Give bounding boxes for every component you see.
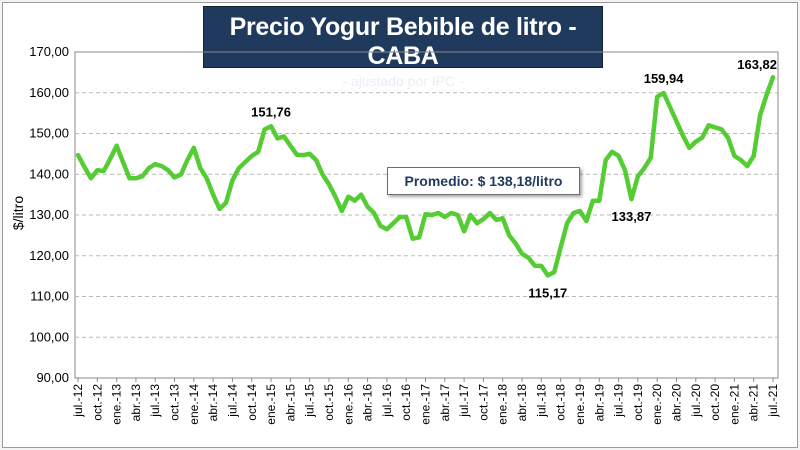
x-tick-label: ene.-15 <box>264 384 278 425</box>
x-tick-label: oct.-14 <box>245 384 259 421</box>
x-tick-label: abr.-15 <box>283 384 297 422</box>
y-tick-label: 140,00 <box>29 166 69 181</box>
y-tick-label: 160,00 <box>29 85 69 100</box>
annotation-labels: 151,76 115,17 133,87 159,94 163,82 <box>251 57 777 300</box>
x-tick-label: jul.-14 <box>225 384 239 418</box>
x-tick-label: oct.-13 <box>168 384 182 421</box>
x-tick-label: abr.-19 <box>592 384 606 422</box>
x-tick-label: oct.-19 <box>631 384 645 421</box>
x-tick-label: jul.-21 <box>766 384 780 418</box>
x-tick-label: abr.-14 <box>206 384 220 422</box>
data-label: 159,94 <box>644 71 685 86</box>
y-tick-labels: 90,00 100,00 110,00 120,00 130,00 140,00 150,0… <box>29 44 69 385</box>
x-tick-label: jul.-16 <box>380 384 394 418</box>
y-tick-label: 110,00 <box>30 289 69 304</box>
x-tick-label: abr.-21 <box>747 384 761 422</box>
y-tick-label: 130,00 <box>29 207 69 222</box>
chart-subtitle: - ajustado por IPC - <box>342 73 464 89</box>
average-label-box: Promedio: $ 138,18/litro <box>387 167 580 195</box>
title-box: Precio Yogur Bebible de litro - CABA - a… <box>203 6 603 89</box>
x-tick-label: ene.-20 <box>650 384 664 425</box>
x-tick-label: ene.-14 <box>187 384 201 425</box>
x-tick-label: jul.-12 <box>71 384 85 418</box>
x-tick-label: ene.-17 <box>419 384 433 425</box>
x-tick-label: oct.-12 <box>90 384 104 421</box>
data-label: 115,17 <box>528 285 567 300</box>
x-tick-label: jul.-15 <box>303 384 317 418</box>
x-tick-label: oct.-20 <box>708 384 722 421</box>
x-tick-label: abr.-17 <box>438 384 452 422</box>
x-tick-label: ene.-16 <box>341 384 355 425</box>
y-tick-label: 170,00 <box>29 44 69 59</box>
data-label: 151,76 <box>251 104 291 119</box>
x-tick-label: abr.-20 <box>669 384 683 422</box>
x-tick-label: jul.-18 <box>534 384 548 418</box>
x-tick-label: jul.-17 <box>457 384 471 418</box>
y-tick-label: 100,00 <box>29 329 69 344</box>
x-tick-label: jul.-20 <box>689 384 703 418</box>
series-line <box>75 74 776 278</box>
x-tick-label: oct.-18 <box>554 384 568 421</box>
data-label: 163,82 <box>737 57 777 72</box>
x-tick-label: jul.-13 <box>148 384 162 418</box>
x-tick-label: ene.-21 <box>727 384 741 425</box>
data-label: 133,87 <box>612 209 652 224</box>
y-tick-label: 120,00 <box>29 248 69 263</box>
x-tick-label: jul.-19 <box>612 384 626 418</box>
x-tick-label: oct.-16 <box>399 384 413 421</box>
x-tick-label: abr.-13 <box>129 384 143 422</box>
x-tick-label: oct.-17 <box>476 384 490 421</box>
y-tick-label: 150,00 <box>29 126 69 141</box>
x-tick-label: oct.-15 <box>322 384 336 421</box>
y-tick-label: 90,00 <box>36 370 69 385</box>
x-tick-label: ene.-13 <box>110 384 124 425</box>
chart-title: Precio Yogur Bebible de litro - CABA <box>229 13 577 70</box>
series-group <box>75 74 776 278</box>
x-tick-label: abr.-18 <box>515 384 529 422</box>
x-tick-labels: jul.-12 oct.-12 ene.-13 abr.-13 jul.-13 oct.-… <box>71 378 780 425</box>
x-tick-label: ene.-18 <box>496 384 510 425</box>
x-tick-label: abr.-16 <box>361 384 375 422</box>
x-tick-label: ene.-19 <box>573 384 587 425</box>
